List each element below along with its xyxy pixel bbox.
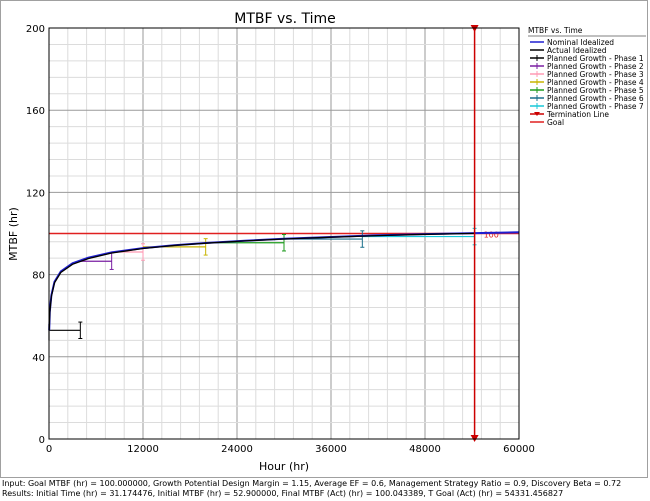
legend-entry-label: Planned Growth - Phase 3 (547, 70, 644, 79)
results-footer: Input: Goal MTBF (hr) = 100.000000, Grow… (0, 479, 650, 501)
plot-area-border (48, 27, 520, 440)
x-tick-label: 48000 (409, 444, 441, 455)
legend-entry-label: Planned Growth - Phase 5 (547, 86, 644, 95)
y-tick-label: 80 (32, 271, 45, 282)
legend-entry-label: Nominal Idealized (547, 38, 614, 47)
y-tick-label: 0 (39, 435, 45, 446)
chart-title: MTBF vs. Time (234, 11, 335, 27)
tick-labels: 0 12000 24000 36000 48000 60000 0 40 80 120 160 200 (26, 24, 535, 455)
x-tick-label: 24000 (221, 444, 253, 455)
series-layer: 100 (48, 25, 520, 442)
results-line: Results: Initial Time (hr) = 31.174476, … (2, 489, 564, 498)
x-tick-label: 0 (46, 444, 52, 455)
legend-entry-label: Termination Line (546, 110, 609, 119)
legend-title: MTBF vs. Time (528, 26, 583, 35)
legend-entry-label: Actual Idealized (547, 46, 607, 55)
input-line: Input: Goal MTBF (hr) = 100.000000, Grow… (2, 479, 622, 488)
y-axis-label: MTBF (hr) (7, 207, 20, 261)
legend-entry-label: Planned Growth - Phase 1 (547, 54, 644, 63)
x-axis-label: Hour (hr) (259, 460, 309, 473)
legend-entry-label: Planned Growth - Phase 4 (547, 78, 644, 87)
y-tick-label: 40 (32, 353, 45, 364)
actual-idealized-curve (48, 232, 475, 331)
legend-entry-label: Planned Growth - Phase 7 (547, 102, 644, 111)
legend-entry-label: Goal (547, 118, 564, 127)
x-tick-label: 60000 (503, 444, 535, 455)
x-tick-label: 36000 (315, 444, 347, 455)
legend-entry-label: Planned Growth - Phase 6 (547, 94, 644, 103)
mtbf-chart: MTBF vs. Time MTBF (hr) Hour (hr) 0 12000… (7, 11, 646, 473)
goal-value-label: 100 (484, 231, 499, 240)
y-tick-label: 160 (26, 106, 45, 117)
legend-swatch-marker (534, 112, 540, 116)
y-tick-label: 120 (26, 188, 45, 199)
legend-entry-label: Planned Growth - Phase 2 (547, 62, 644, 71)
x-tick-label: 12000 (127, 444, 159, 455)
y-tick-label: 200 (26, 24, 45, 35)
